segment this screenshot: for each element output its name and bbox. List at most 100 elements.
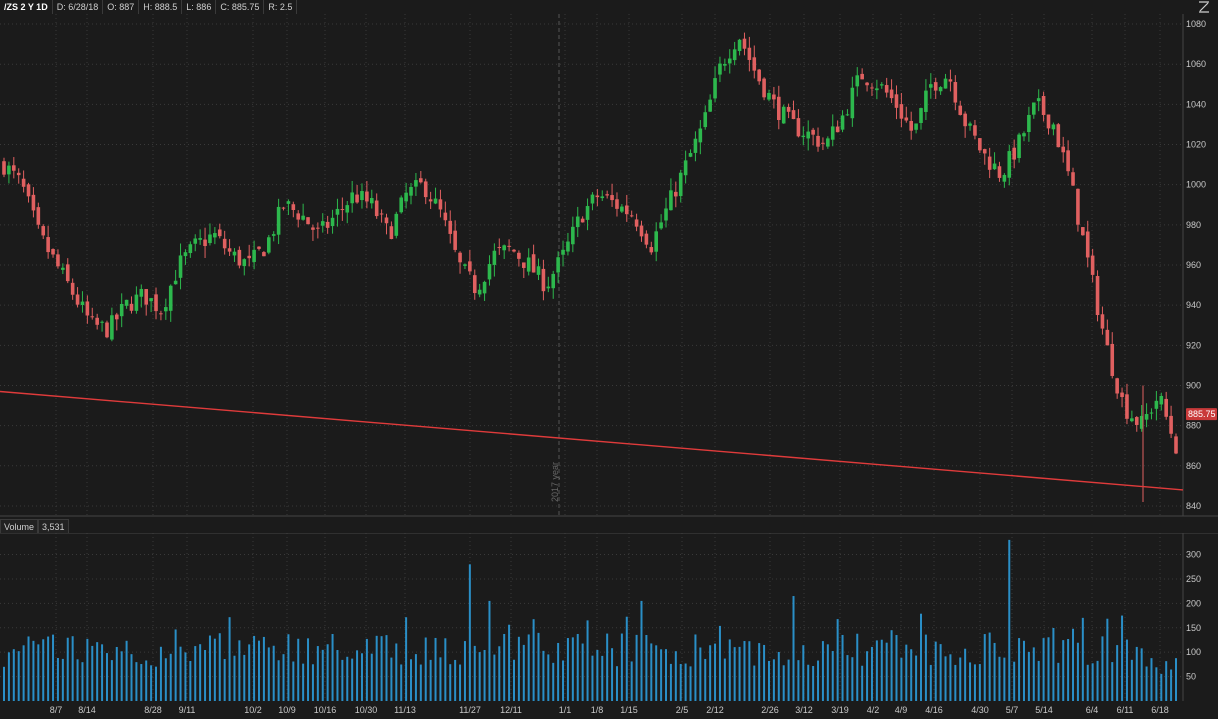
candle[interactable] [615,192,619,217]
candle[interactable] [610,183,614,207]
volume-bar[interactable] [1072,628,1075,701]
candle[interactable] [1110,332,1115,379]
candle[interactable] [365,180,369,209]
volume-bar[interactable] [699,647,702,701]
candle[interactable] [46,225,50,259]
volume-bar[interactable] [689,666,692,701]
volume-bar[interactable] [586,620,589,701]
candle[interactable] [973,119,977,140]
volume-bar[interactable] [1032,647,1035,701]
volume-bar[interactable] [1091,663,1094,701]
volume-bar[interactable] [954,664,957,701]
volume-bar[interactable] [159,646,162,701]
volume-bar[interactable] [459,664,462,701]
volume-bar[interactable] [262,636,265,701]
volume-bar[interactable] [66,637,69,701]
candle[interactable] [605,190,609,199]
candle[interactable] [590,192,595,211]
candle[interactable] [252,240,256,270]
candle[interactable] [61,263,65,275]
candle[interactable] [443,201,448,227]
volume-bar[interactable] [272,645,275,701]
volume-bar[interactable] [454,659,457,701]
volume-bar[interactable] [767,660,770,701]
candle[interactable] [571,216,575,253]
candle[interactable] [320,213,325,233]
volume-bar[interactable] [1111,662,1114,701]
volume-bar[interactable] [503,633,506,701]
volume-bar[interactable] [738,646,741,701]
volume-bar[interactable] [1057,662,1060,701]
volume-bar[interactable] [797,660,800,701]
candle[interactable] [826,136,830,149]
candle[interactable] [419,171,423,184]
candle[interactable] [585,198,590,231]
candle[interactable] [203,227,207,258]
candle[interactable] [796,109,801,138]
volume-bar[interactable] [905,644,908,701]
volume-bar[interactable] [978,664,981,701]
volume-bar[interactable] [140,664,143,701]
volume-bar[interactable] [635,634,638,701]
volume-bar[interactable] [1175,658,1177,701]
volume-bar[interactable] [993,642,996,701]
candle[interactable] [899,93,904,128]
candle[interactable] [217,223,222,239]
candle[interactable] [1076,188,1080,232]
candle[interactable] [311,224,315,241]
candle[interactable] [556,251,560,283]
candle[interactable] [85,295,90,324]
volume-bar[interactable] [488,600,491,701]
volume-bar[interactable] [929,664,932,701]
volume-bar[interactable] [748,641,751,701]
candle[interactable] [806,120,811,151]
candle[interactable] [124,299,129,309]
candle[interactable] [624,194,629,222]
volume-bar[interactable] [189,661,192,701]
volume-bar[interactable] [105,653,108,701]
candle[interactable] [281,206,286,211]
candle[interactable] [894,85,899,120]
candle[interactable] [316,222,320,239]
candle[interactable] [1041,91,1046,122]
candle[interactable] [487,255,492,286]
volume-bar[interactable] [365,638,368,701]
volume-bar[interactable] [277,660,280,701]
candle[interactable] [546,276,551,293]
candle[interactable] [119,293,124,328]
candle[interactable] [404,182,408,209]
volume-bar[interactable] [1037,660,1040,701]
candle[interactable] [821,137,825,151]
candle[interactable] [512,248,516,253]
volume-bar[interactable] [390,657,393,701]
candle[interactable] [752,45,757,79]
volume-bar[interactable] [973,664,976,701]
candle[interactable] [1027,106,1031,142]
volume-bar[interactable] [326,644,329,701]
volume-bar[interactable] [576,633,579,701]
candle[interactable] [1134,416,1139,432]
volume-bar[interactable] [1121,615,1124,701]
volume-bar[interactable] [150,665,153,701]
volume-bar[interactable] [1101,636,1104,701]
volume-bar[interactable] [204,650,207,701]
candle[interactable] [982,148,987,165]
candle[interactable] [105,320,109,339]
candle[interactable] [811,127,815,146]
volume-bar[interactable] [267,647,270,701]
candle[interactable] [1105,319,1110,346]
candle[interactable] [776,85,781,130]
volume-bar[interactable] [434,637,437,701]
candle[interactable] [551,270,556,299]
candle[interactable] [889,79,894,104]
volume-bar[interactable] [405,617,408,701]
volume-bar[interactable] [110,660,113,701]
volume-bar[interactable] [1081,617,1084,701]
candle[interactable] [36,202,41,229]
volume-bar[interactable] [1067,638,1070,701]
volume-bar[interactable] [341,659,344,701]
candle[interactable] [683,150,688,184]
volume-bar[interactable] [900,657,903,701]
volume-bar[interactable] [601,655,604,701]
volume-bar[interactable] [998,656,1001,701]
